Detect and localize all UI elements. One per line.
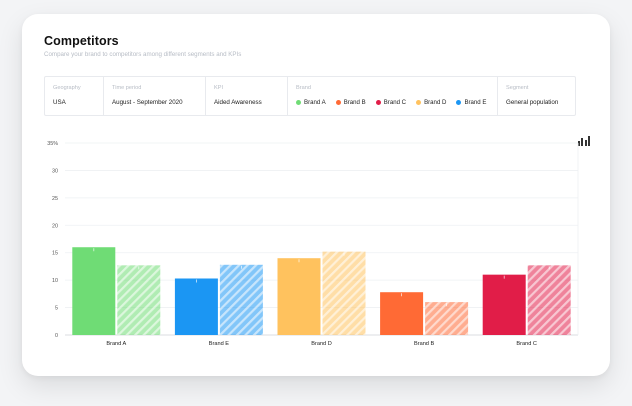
segment-value[interactable]: General population — [506, 99, 559, 106]
time-period-value[interactable]: August - September 2020 — [112, 99, 183, 106]
bar — [219, 264, 263, 335]
brand-chip-label: Brand C — [383, 99, 407, 106]
kpi-label: KPI — [214, 85, 224, 91]
brand-chip-label: Brand A — [304, 99, 326, 106]
brand-chip-d[interactable]: Brand D — [416, 99, 446, 106]
bar — [322, 251, 366, 335]
bar — [117, 265, 161, 335]
segment-label: Segment — [506, 85, 529, 91]
x-tick-label: Brand D — [311, 341, 332, 347]
brand-b-dot-icon — [335, 100, 341, 105]
kpi-filter[interactable]: KPI Aided Awareness — [206, 77, 288, 115]
bar — [277, 258, 321, 335]
bar — [425, 302, 469, 335]
y-tick-label: 5 — [55, 306, 58, 312]
y-tick-label: 30 — [52, 168, 58, 174]
y-tick-label: 10 — [52, 278, 58, 284]
geography-filter[interactable]: Geography USA — [45, 77, 104, 115]
x-tick-label: Brand C — [516, 341, 537, 347]
brand-c-dot-icon — [375, 100, 381, 105]
bar-chart-icon[interactable] — [578, 134, 590, 146]
page-subtitle: Compare your brand to competitors among … — [44, 51, 242, 58]
time-period-filter[interactable]: Time period August - September 2020 — [104, 77, 206, 115]
brand-label: Brand — [296, 85, 311, 91]
filter-bar: Geography USA Time period August - Septe… — [44, 76, 576, 116]
brand-filter[interactable]: Brand Brand A Brand B Brand C Brand D — [288, 77, 498, 115]
brand-chip-c[interactable]: Brand C — [375, 99, 407, 106]
geography-label: Geography — [53, 85, 81, 91]
y-tick-label: 35% — [47, 141, 58, 147]
brand-e-dot-icon — [456, 100, 462, 105]
kpi-value[interactable]: Aided Awareness — [214, 99, 262, 106]
bar — [380, 292, 424, 335]
bar — [174, 278, 218, 335]
brand-chip-a[interactable]: Brand A — [296, 99, 326, 106]
brand-chip-label: Brand D — [424, 99, 447, 106]
x-tick-label: Brand B — [414, 341, 434, 347]
x-tick-label: Brand E — [209, 341, 229, 347]
y-tick-label: 15 — [52, 251, 58, 257]
x-tick-label: Brand A — [106, 341, 126, 347]
y-tick-label: 0 — [55, 333, 58, 339]
brand-chip-b[interactable]: Brand B — [335, 99, 366, 106]
bar-chart: 0 5 10 15 20 25 30 35% Brand A Brand E Brand D Bran… — [47, 141, 579, 347]
segment-filter[interactable]: Segment General population — [498, 77, 575, 115]
brand-a-dot-icon — [296, 100, 301, 105]
bar — [527, 265, 571, 335]
bar — [482, 274, 526, 335]
geography-value[interactable]: USA — [53, 99, 66, 106]
y-tick-label: 25 — [52, 196, 58, 202]
competitors-card: Competitors Compare your brand to compet… — [22, 14, 610, 376]
brand-chip-label: Brand B — [343, 99, 366, 106]
bar — [72, 247, 116, 335]
y-tick-label: 20 — [52, 223, 58, 229]
brand-chip-label: Brand E — [464, 99, 487, 106]
page-title: Competitors — [44, 34, 119, 48]
brand-d-dot-icon — [416, 100, 422, 105]
brand-chip-e[interactable]: Brand E — [456, 99, 486, 106]
time-period-label: Time period — [112, 85, 142, 91]
brand-legend: Brand A Brand B Brand C Brand D Brand E — [296, 99, 486, 106]
